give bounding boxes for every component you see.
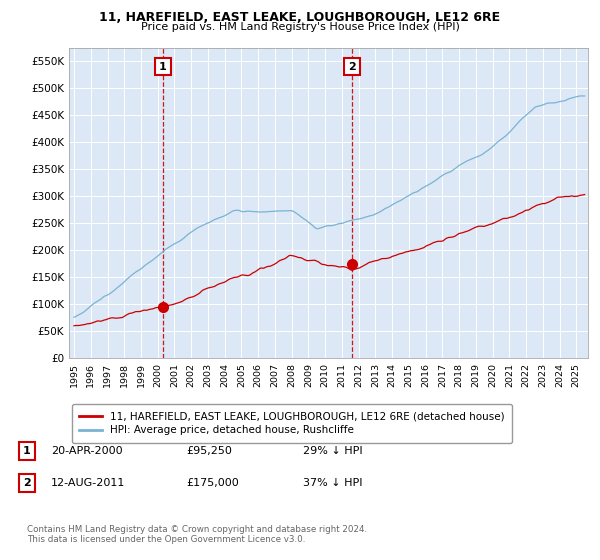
- Text: 2: 2: [23, 478, 31, 488]
- Text: 37% ↓ HPI: 37% ↓ HPI: [303, 478, 362, 488]
- Text: Price paid vs. HM Land Registry's House Price Index (HPI): Price paid vs. HM Land Registry's House …: [140, 22, 460, 32]
- Text: 29% ↓ HPI: 29% ↓ HPI: [303, 446, 362, 456]
- Text: £95,250: £95,250: [186, 446, 232, 456]
- Text: 2: 2: [349, 62, 356, 72]
- Text: £175,000: £175,000: [186, 478, 239, 488]
- Text: Contains HM Land Registry data © Crown copyright and database right 2024.
This d: Contains HM Land Registry data © Crown c…: [27, 525, 367, 544]
- Text: 1: 1: [23, 446, 31, 456]
- Text: 20-APR-2000: 20-APR-2000: [51, 446, 122, 456]
- Text: 12-AUG-2011: 12-AUG-2011: [51, 478, 125, 488]
- Text: 1: 1: [159, 62, 167, 72]
- Legend: 11, HAREFIELD, EAST LEAKE, LOUGHBOROUGH, LE12 6RE (detached house), HPI: Average: 11, HAREFIELD, EAST LEAKE, LOUGHBOROUGH,…: [71, 404, 512, 443]
- Text: 11, HAREFIELD, EAST LEAKE, LOUGHBOROUGH, LE12 6RE: 11, HAREFIELD, EAST LEAKE, LOUGHBOROUGH,…: [100, 11, 500, 24]
